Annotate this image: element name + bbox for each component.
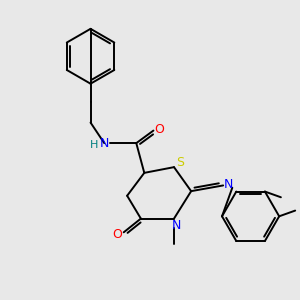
Text: N: N	[100, 136, 109, 150]
Text: O: O	[154, 123, 164, 136]
Text: O: O	[112, 228, 122, 241]
Text: S: S	[176, 156, 184, 169]
Text: N: N	[172, 219, 181, 232]
Text: N: N	[224, 178, 234, 191]
Text: H: H	[90, 140, 98, 150]
